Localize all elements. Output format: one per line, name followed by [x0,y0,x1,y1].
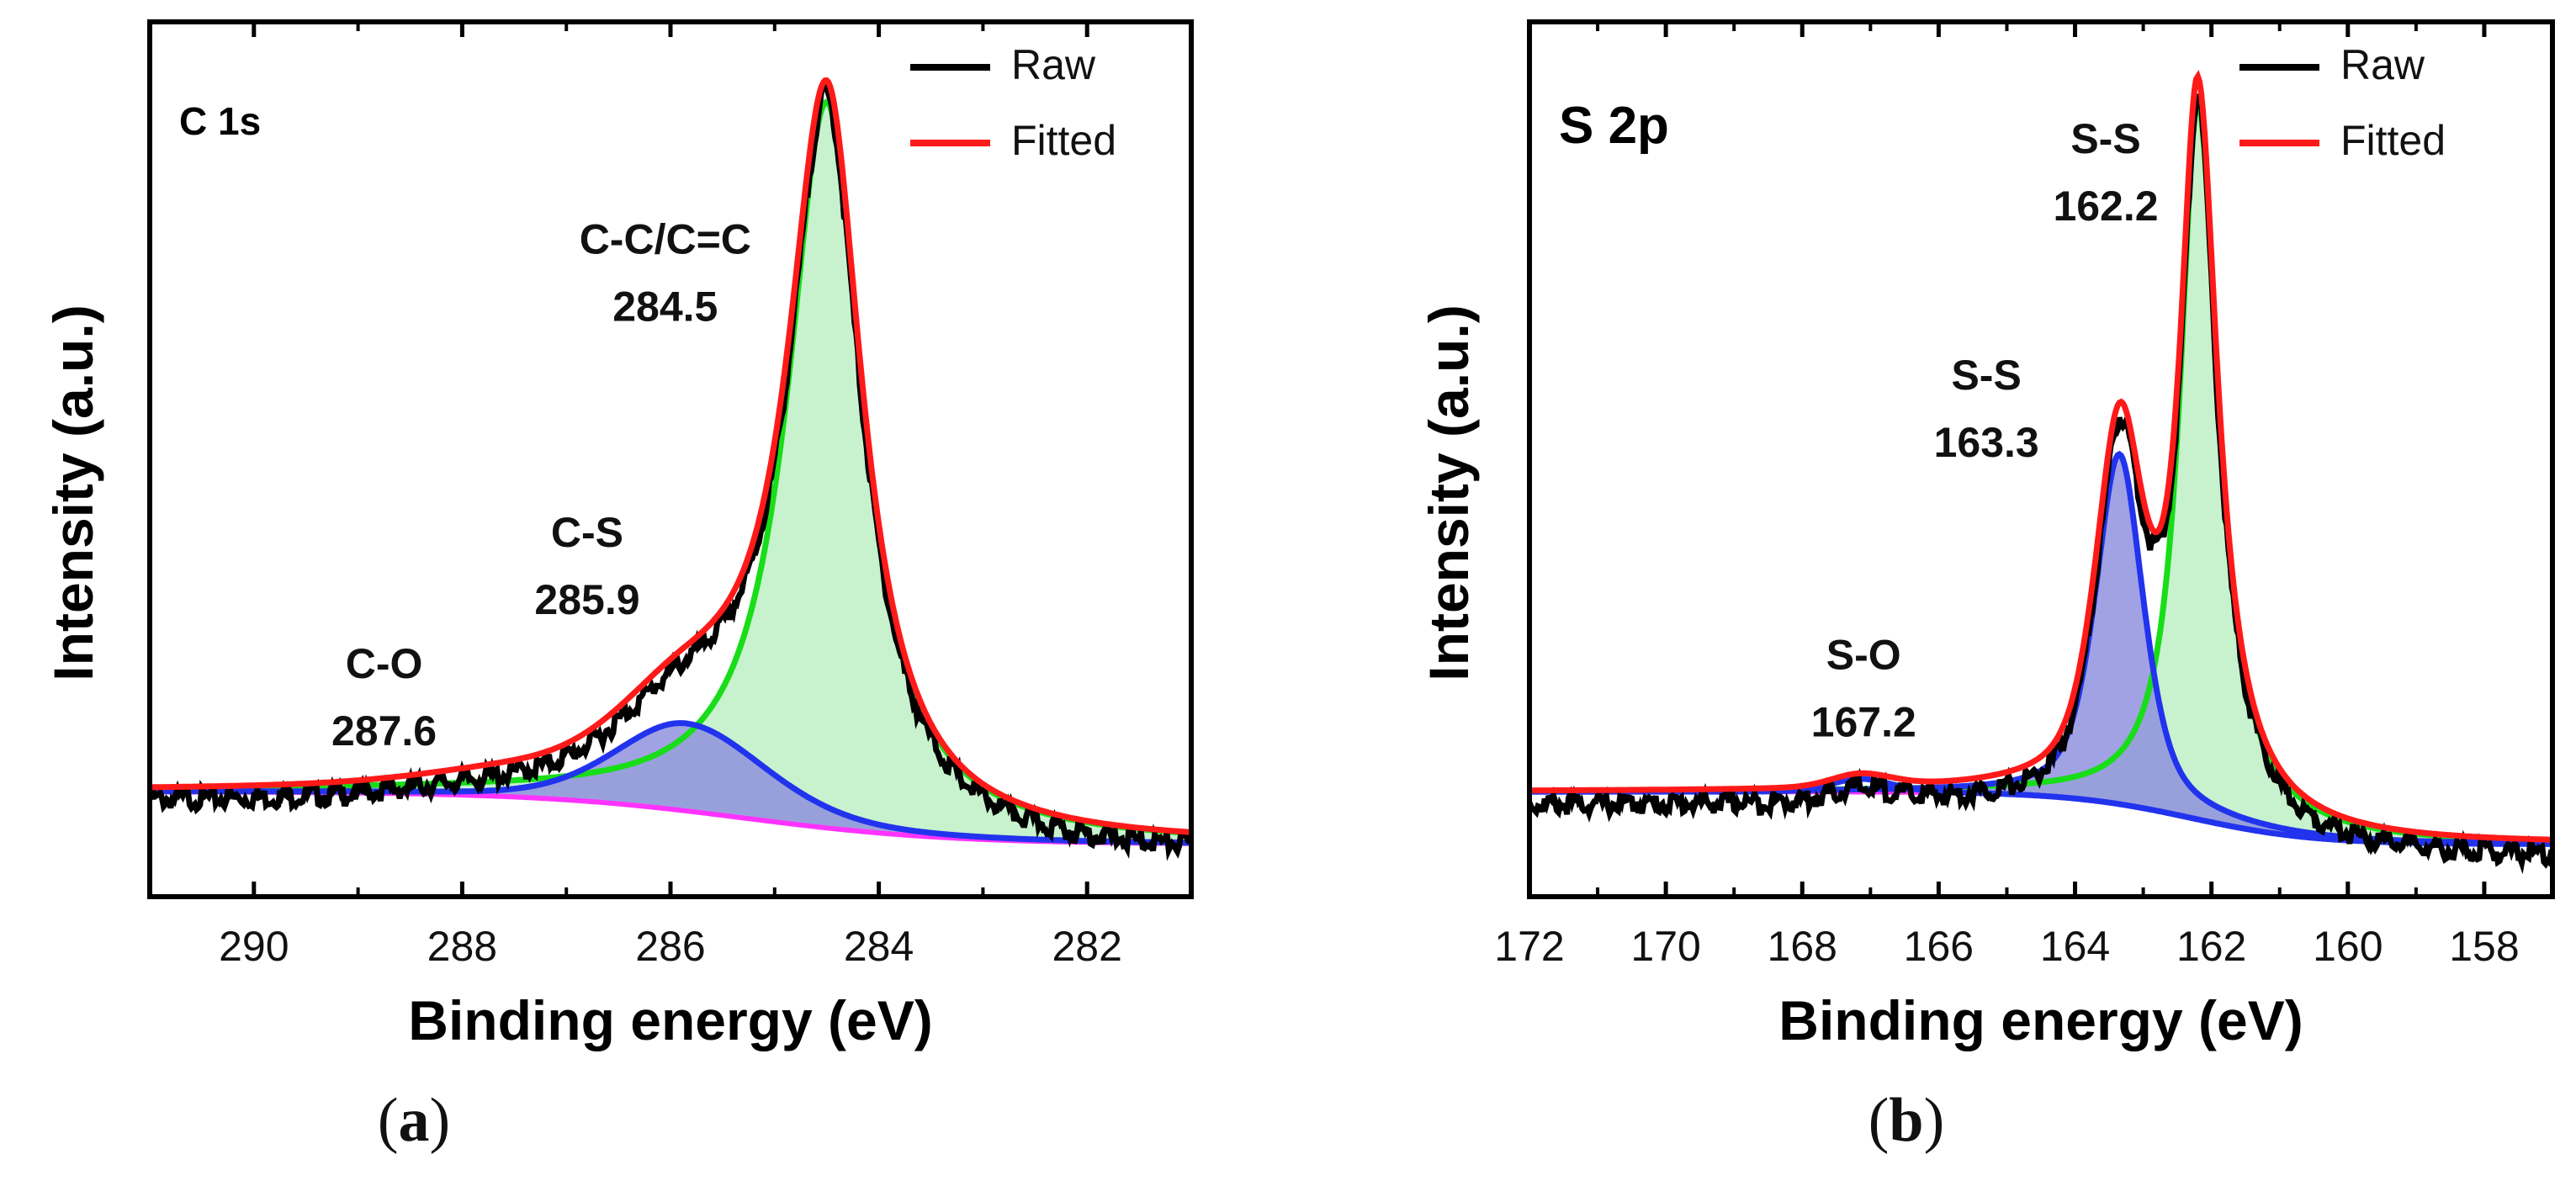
caption-b: (b) [1856,1085,1957,1157]
annotation-value: 162.2 [2053,183,2158,230]
plot-area-1 [1529,69,2552,875]
x-tick-label: 160 [2313,923,2383,970]
y-axis-label: Intensity (a.u.) [42,305,104,681]
caption-b-letter: b [1889,1086,1924,1155]
component-fill-285.9 [150,723,1191,844]
axes-frame [1527,19,2555,899]
x-tick-label: 166 [1904,923,1974,970]
annotation-value: 284.5 [612,283,718,331]
x-tick-label: 286 [635,923,705,970]
raw-line [150,77,1191,861]
annotation-value: 167.2 [1811,699,1916,746]
legend-label-fitted: Fitted [1011,117,1116,164]
caption-b-close: ) [1923,1086,1945,1155]
legend-label-fitted: Fitted [2340,117,2446,164]
x-axis-label: Binding energy (eV) [408,989,932,1051]
x-tick-label: 284 [844,923,914,970]
x-tick-label: 282 [1052,923,1121,970]
annotation-name: C-O [346,640,423,687]
annotation-value: 287.6 [331,707,437,755]
y-axis-label: Intensity (a.u.) [1418,305,1480,681]
x-axis-label: Binding energy (eV) [1778,989,2303,1051]
panel-title: S 2p [1559,97,1669,155]
x-tick-label: 290 [219,923,289,970]
raw-line [1529,93,2552,875]
x-tick-label: 170 [1630,923,1700,970]
legend-label-raw: Raw [1011,41,1096,88]
x-tick-label: 164 [2040,923,2110,970]
x-tick-label: 172 [1494,923,1564,970]
fitted-line [150,77,1191,835]
panel-1: 172 170 168 166 164 162 160 158 Binding energy (… [1418,19,2555,1051]
caption-b-open: ( [1868,1086,1890,1155]
component-line-285.9 [150,720,1191,846]
panel-0: 290 288 286 284 282 Binding energy (eV) Intens… [42,19,1194,1051]
annotation-value: 163.3 [1934,419,2039,466]
x-tick-label: 168 [1768,923,1837,970]
caption-a: (a) [363,1085,464,1157]
caption-a-close: ) [429,1086,451,1155]
annotation-name: S-S [1951,352,2021,399]
component-fill-163.3 [1529,454,2552,845]
legend-label-raw: Raw [2340,41,2425,88]
x-tick-label: 162 [2176,923,2246,970]
component-line-162.2 [1529,94,2552,844]
component-fill-162.2 [1529,102,2552,845]
x-tick-label: 288 [427,923,497,970]
caption-a-open: ( [377,1086,399,1155]
annotation-name: C-C/C=C [580,216,751,263]
caption-a-letter: a [398,1086,430,1155]
panel-title: C 1s [179,99,261,143]
annotation-name: S-S [2070,115,2140,162]
annotation-name: S-O [1826,632,1901,679]
annotation-value: 285.9 [534,576,639,623]
annotation-name: C-S [551,509,623,556]
x-tick-label: 158 [2449,923,2519,970]
fitted-line [1529,69,2552,843]
plot-area-0 [150,77,1191,861]
